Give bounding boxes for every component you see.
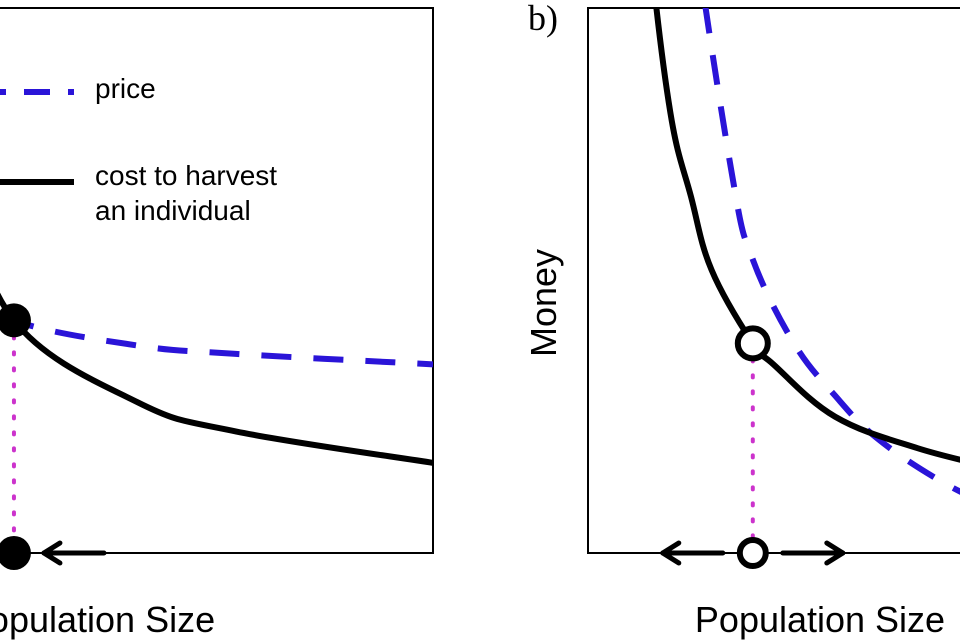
series-line-price [702,8,960,495]
panel-b: b) Money Population Size [523,0,960,640]
arrow-right-head [41,540,63,566]
arrow-right-head [824,540,846,566]
equilibrium-point-marker [734,325,771,362]
series-line-cost [653,8,960,463]
panel-b-x-axis-label: Population Size [695,599,945,640]
panel-b-frame [587,7,960,554]
panel-a-guide [0,303,107,570]
equilibrium-point-marker [0,303,31,338]
panel-a-x-axis-label: Population Size [0,599,215,640]
legend-cost-label-line1: cost to harvest [95,160,277,191]
arrow-left-head [660,540,682,566]
series-line-cost [0,292,433,466]
panel-b-y-axis-label: Money [523,249,564,357]
axis-equilibrium-marker [0,536,31,570]
panel-b-series [653,8,960,495]
legend-price-label: price [95,73,156,104]
series-line-price [0,310,433,368]
panel-b-label: b) [528,0,558,38]
panel-b-guide [660,325,846,569]
panel-a: price cost to harvest an individual Popu… [0,7,434,640]
panel-a-frame [0,7,434,554]
panel-a-legend: price cost to harvest an individual [0,73,277,226]
legend-cost-label-line2: an individual [95,195,251,226]
panel-a-series [0,292,433,466]
axis-equilibrium-marker [736,537,769,569]
